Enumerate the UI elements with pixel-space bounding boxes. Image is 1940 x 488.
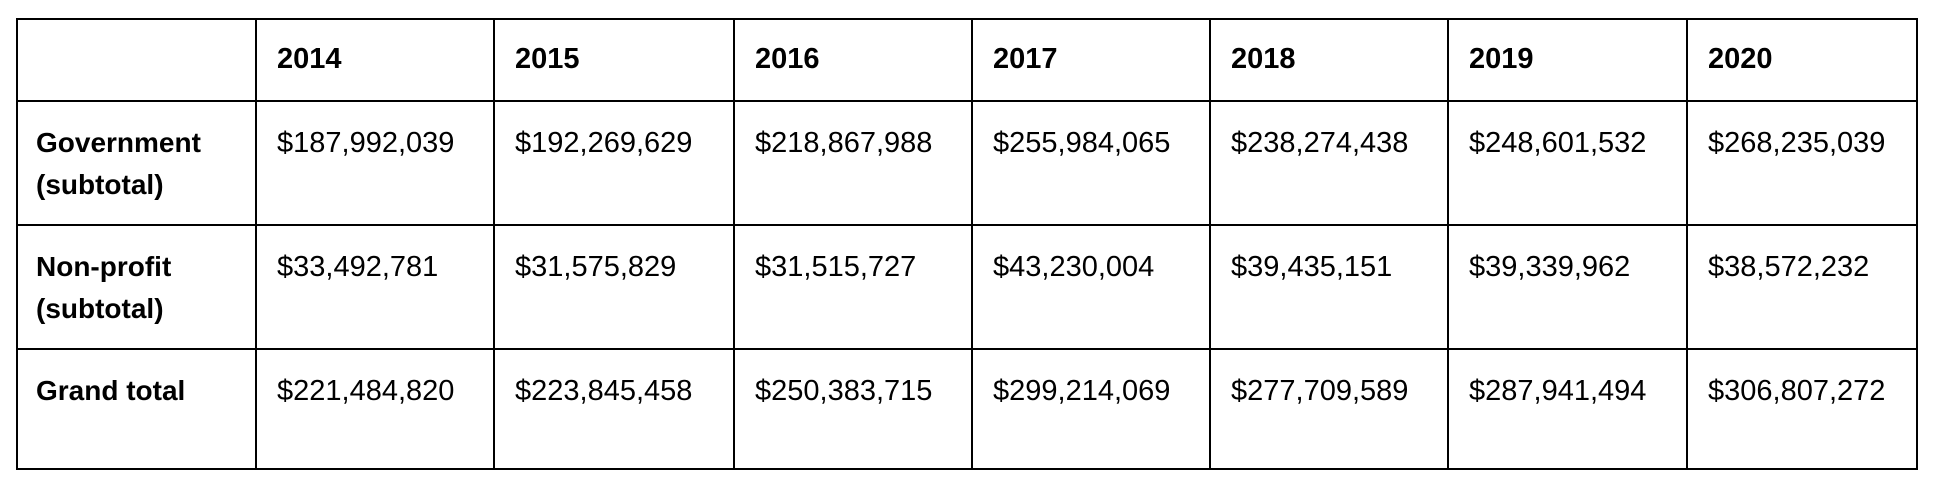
row-label-line: (subtotal)	[36, 293, 164, 324]
table-cell: $268,235,039	[1686, 100, 1918, 226]
table-cell: $192,269,629	[493, 100, 735, 226]
table-row-government: Government (subtotal) $187,992,039 $192,…	[16, 100, 1918, 226]
table-cell: $299,214,069	[971, 348, 1211, 470]
table-cell: $223,845,458	[493, 348, 735, 470]
row-label-grand-total: Grand total	[16, 348, 257, 470]
table-cell: $248,601,532	[1447, 100, 1688, 226]
table-row-grand-total: Grand total $221,484,820 $223,845,458 $2…	[16, 348, 1918, 470]
funding-table-container: 2014 2015 2016 2017 2018 2019 2020 Gover…	[16, 18, 1918, 470]
table-cell: $31,515,727	[733, 224, 973, 350]
table-cell: $255,984,065	[971, 100, 1211, 226]
row-label-line: Non-profit	[36, 251, 172, 282]
table-cell: $39,435,151	[1209, 224, 1449, 350]
row-label-line: Grand total	[36, 375, 186, 406]
table-cell: $306,807,272	[1686, 348, 1918, 470]
table-cell: $38,572,232	[1686, 224, 1918, 350]
row-label-government: Government (subtotal)	[16, 100, 257, 226]
table-cell: $287,941,494	[1447, 348, 1688, 470]
year-header-2019: 2019	[1447, 18, 1688, 102]
table-cell: $218,867,988	[733, 100, 973, 226]
row-label-non-profit: Non-profit (subtotal)	[16, 224, 257, 350]
year-header-2020: 2020	[1686, 18, 1918, 102]
row-label-line: (subtotal)	[36, 169, 164, 200]
year-header-2015: 2015	[493, 18, 735, 102]
funding-table: 2014 2015 2016 2017 2018 2019 2020 Gover…	[16, 18, 1918, 470]
row-label-line: Government	[36, 127, 201, 158]
year-header-2014: 2014	[255, 18, 495, 102]
table-cell: $33,492,781	[255, 224, 495, 350]
header-row: 2014 2015 2016 2017 2018 2019 2020	[16, 18, 1918, 102]
table-cell: $43,230,004	[971, 224, 1211, 350]
table-cell: $39,339,962	[1447, 224, 1688, 350]
corner-cell	[16, 18, 257, 102]
year-header-2016: 2016	[733, 18, 973, 102]
table-cell: $31,575,829	[493, 224, 735, 350]
table-cell: $250,383,715	[733, 348, 973, 470]
table-cell: $221,484,820	[255, 348, 495, 470]
table-row-non-profit: Non-profit (subtotal) $33,492,781 $31,57…	[16, 224, 1918, 350]
year-header-2017: 2017	[971, 18, 1211, 102]
year-header-2018: 2018	[1209, 18, 1449, 102]
table-cell: $187,992,039	[255, 100, 495, 226]
table-cell: $277,709,589	[1209, 348, 1449, 470]
table-cell: $238,274,438	[1209, 100, 1449, 226]
